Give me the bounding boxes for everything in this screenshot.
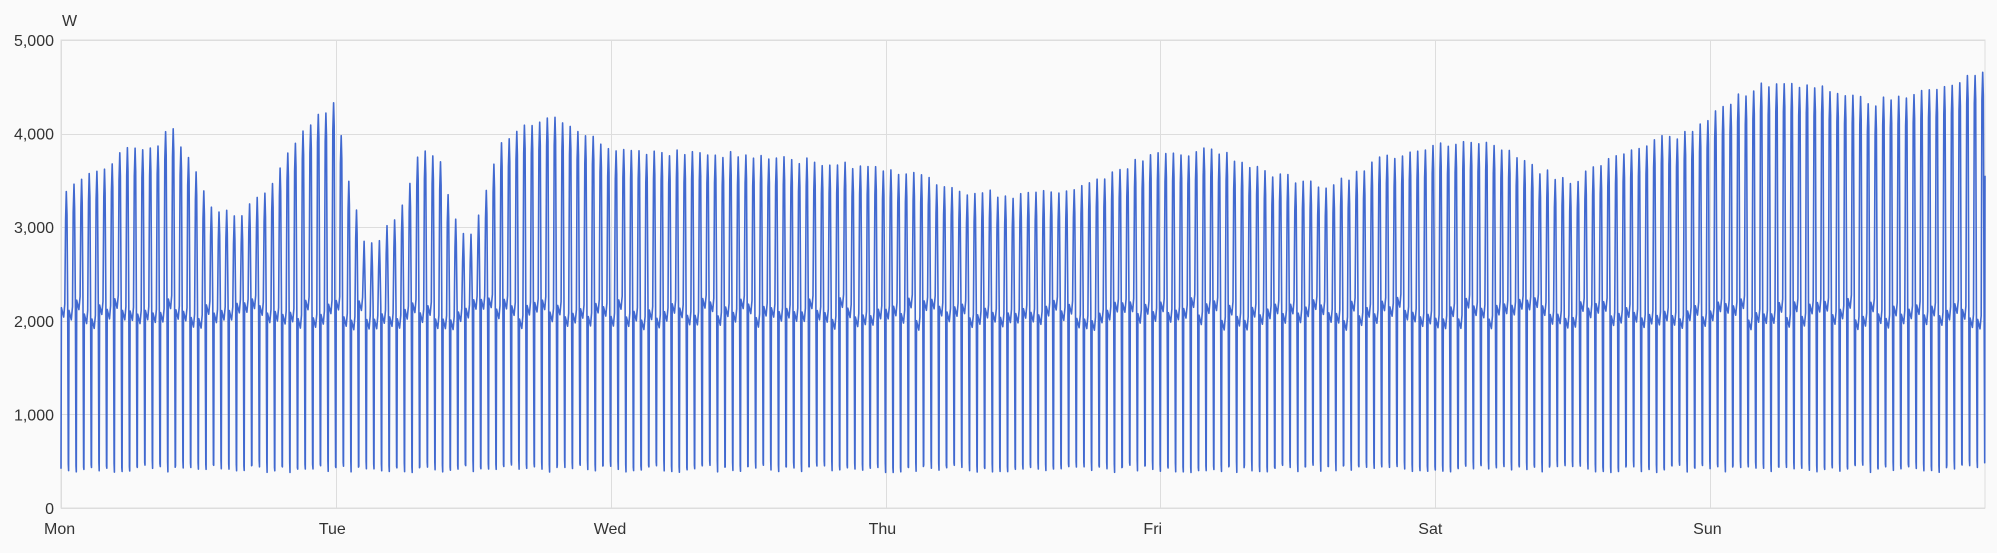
x-tick-label: Mon [44,521,75,538]
y-tick-label: 4,000 [14,127,54,144]
x-tick-label: Tue [319,521,346,538]
x-tick-label: Sat [1418,521,1443,538]
axes: 0 1,000 2,000 3,000 4,000 5,000 Mon Tue Wed Thu Fr… [14,33,1722,538]
x-tick-label: Fri [1143,521,1162,538]
x-tick-label: Sun [1693,521,1721,538]
series [60,71,1986,474]
x-tick-label: Wed [594,521,627,538]
x-tick-label: Thu [869,521,897,538]
y-tick-label: 0 [45,501,54,518]
y-unit-label: W [62,13,78,30]
y-tick-label: 2,000 [14,314,54,331]
y-tick-label: 3,000 [14,220,54,237]
y-tick-label: 5,000 [14,33,54,50]
power-series-line [60,71,1986,474]
y-tick-label: 1,000 [14,407,54,424]
